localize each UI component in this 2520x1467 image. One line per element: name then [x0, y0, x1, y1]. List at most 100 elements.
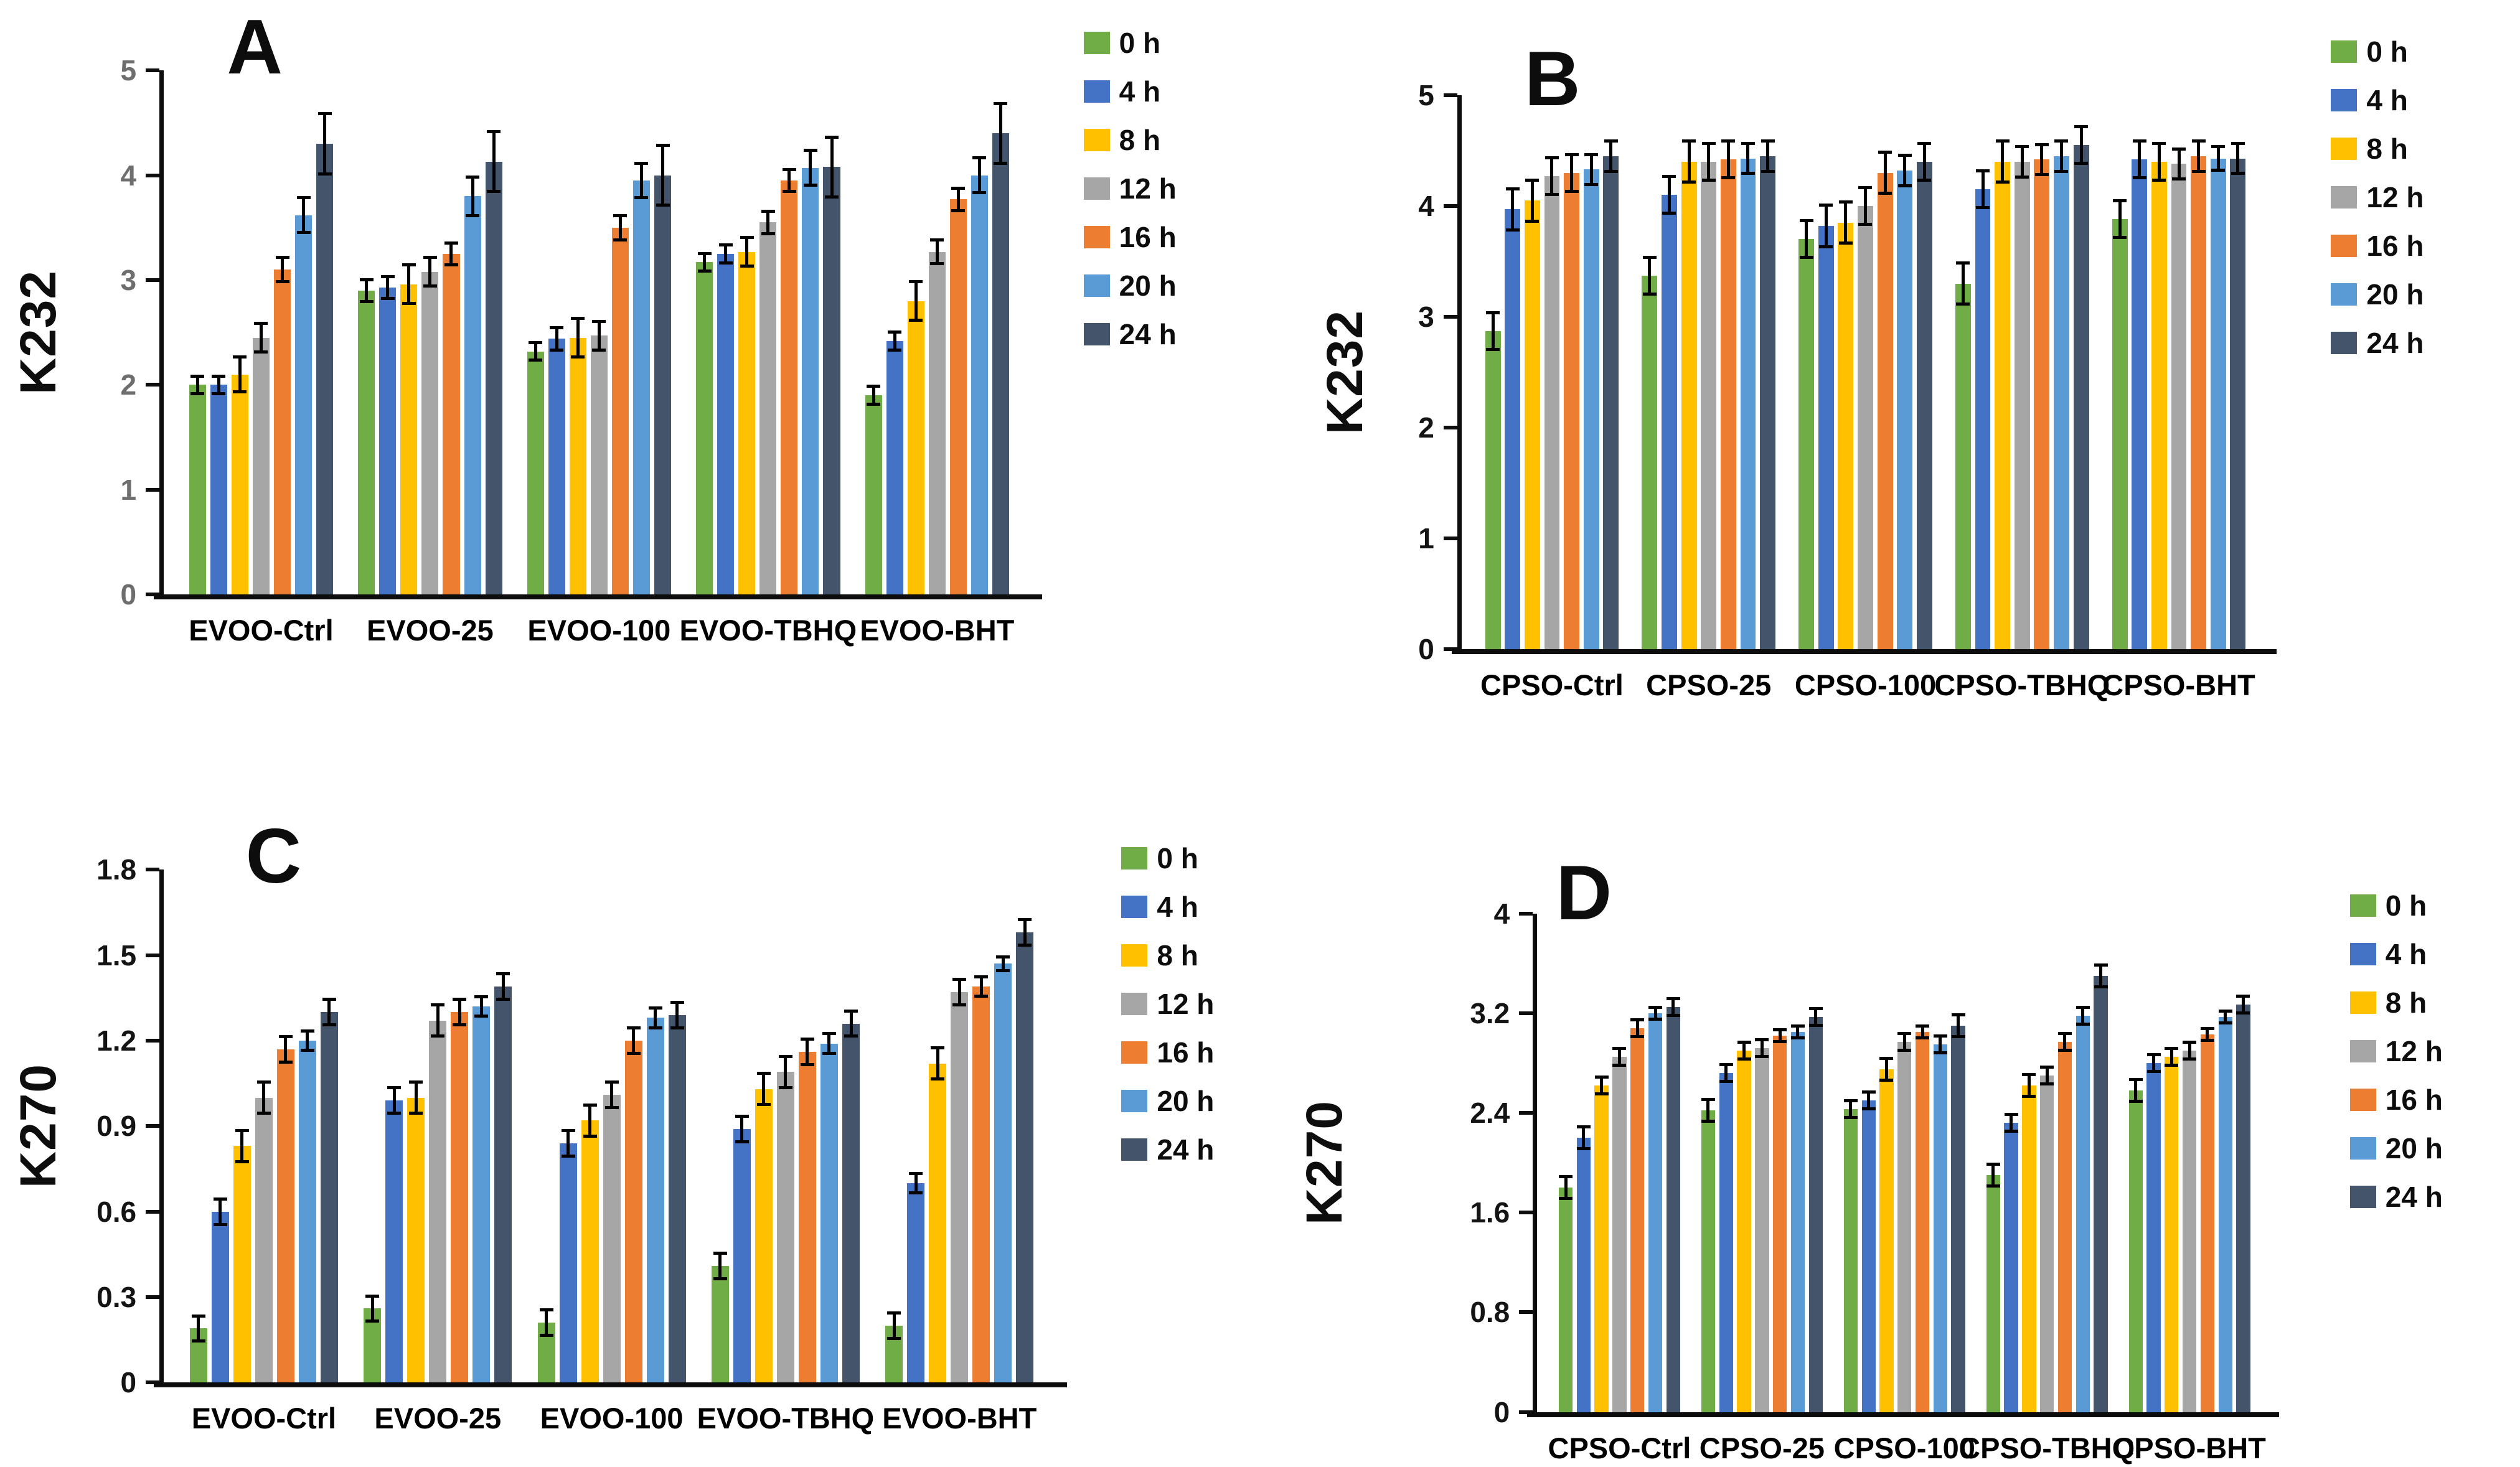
- legend-label: 16 h: [2385, 1084, 2443, 1117]
- error-bar: [697, 251, 712, 273]
- bar-group: EVOO-100: [526, 70, 672, 647]
- legend-swatch: [1083, 177, 1110, 200]
- error-bar: [278, 1034, 293, 1064]
- y-axis-tick: [1443, 536, 1457, 540]
- error-bar: [317, 112, 332, 176]
- plot-area: 0 0.3 0.6 0.9 1.2 1.5 1.8 EVOO-Ctrl EVOO-25 EVOO-…: [96, 855, 1068, 1435]
- error-bar: [444, 241, 458, 267]
- error-bar: [996, 955, 1010, 973]
- error-bar: [1951, 1013, 1965, 1039]
- bar: [1760, 156, 1775, 649]
- legend-label: 24 h: [1119, 317, 1177, 350]
- error-bar: [2054, 139, 2069, 173]
- bar: [971, 175, 988, 595]
- bar-slot: [1736, 914, 1752, 1412]
- x-axis-category-label: EVOO-BHT: [860, 614, 1015, 647]
- error-bar: [592, 320, 606, 352]
- bar-slot: [1700, 95, 1718, 649]
- y-axis-line: [159, 70, 164, 595]
- bar: [233, 1146, 251, 1383]
- bar: [1798, 239, 1815, 649]
- bar: [559, 1143, 577, 1383]
- legend-swatch: [2331, 137, 2358, 160]
- legend-item: 0 h: [2349, 891, 2443, 921]
- error-bar: [2074, 125, 2089, 166]
- error-bar: [2146, 1053, 2161, 1074]
- bar-slot: [632, 70, 651, 595]
- legend-label: 20 h: [1157, 1084, 1215, 1117]
- bar-slot: [1932, 914, 1948, 1412]
- error-bar: [670, 1000, 684, 1029]
- bar: [1701, 161, 1717, 649]
- bar: [1544, 176, 1560, 649]
- legend-swatch: [2349, 1089, 2376, 1112]
- bar-group: CPSO-BHT: [2102, 95, 2255, 701]
- legend-swatch: [2349, 894, 2376, 917]
- bar-group: CPSO-100: [1795, 95, 1936, 701]
- error-bar: [1544, 156, 1559, 196]
- bar-groups: CPSO-Ctrl CPSO-25 CPSO-100 CPSO-TBHQ CPSO-BH…: [1538, 914, 2270, 1465]
- error-bar: [740, 236, 754, 268]
- bar-slot: [1558, 914, 1574, 1412]
- error-bar: [300, 1029, 314, 1052]
- bar: [421, 271, 439, 595]
- bar: [972, 987, 990, 1383]
- y-axis-tick-label: 2.4: [1470, 1097, 1510, 1130]
- error-bar: [735, 1115, 749, 1143]
- bar-group: EVOO-BHT: [882, 869, 1037, 1435]
- x-axis-category-label: EVOO-Ctrl: [189, 614, 334, 647]
- legend-swatch: [1121, 1041, 1148, 1064]
- legend: 0 h 4 h 8 h 12 h 16 h 20 h 24 h: [1121, 843, 1214, 1165]
- bar: [2236, 1005, 2250, 1412]
- error-bar: [2040, 1066, 2054, 1086]
- bar: [2165, 1057, 2179, 1412]
- bar: [2057, 1042, 2072, 1412]
- y-axis-title: K232: [1317, 309, 1373, 434]
- bar: [590, 335, 608, 595]
- bar-group: EVOO-25: [363, 869, 513, 1435]
- error-bar: [256, 1080, 271, 1115]
- error-bar: [1858, 186, 1873, 227]
- bar-slot: [1808, 914, 1823, 1412]
- error-bar: [994, 101, 1008, 165]
- bar-group: CPSO-BHT: [2113, 914, 2266, 1465]
- bar: [907, 1183, 925, 1383]
- bar-slot: [667, 869, 687, 1383]
- y-axis-tick: [146, 868, 160, 872]
- y-axis-tick: [1443, 93, 1457, 98]
- bar: [548, 339, 565, 595]
- bar-slot: [2075, 914, 2090, 1412]
- bar-slot: [2039, 914, 2055, 1412]
- bar: [823, 167, 840, 595]
- bar: [2210, 158, 2226, 649]
- error-bar: [571, 316, 585, 359]
- legend-label: 4 h: [1157, 890, 1198, 923]
- error-bar: [800, 1038, 814, 1067]
- error-bar: [761, 210, 775, 235]
- legend-swatch: [1121, 1138, 1148, 1161]
- error-bar: [1505, 187, 1520, 232]
- y-axis-tick: [146, 1209, 160, 1214]
- bar: [358, 290, 375, 595]
- error-bar: [1701, 141, 1716, 182]
- error-bar: [191, 1314, 205, 1343]
- legend-item: 8 h: [2331, 134, 2424, 164]
- bar-slot: [2093, 914, 2109, 1412]
- error-bar: [604, 1080, 619, 1109]
- error-bar: [2211, 145, 2226, 172]
- panel-letter: D: [1556, 850, 1612, 936]
- legend-label: 0 h: [2366, 35, 2408, 68]
- bar: [2182, 1051, 2197, 1412]
- bar-group: EVOO-25: [357, 70, 503, 647]
- bar-slot: [273, 70, 291, 595]
- bar: [2218, 1017, 2232, 1412]
- error-bar: [1773, 1028, 1787, 1044]
- y-axis-tick-label: 1.5: [96, 939, 137, 972]
- error-bar: [634, 161, 649, 200]
- bar: [624, 1041, 642, 1383]
- bar-slot: [1861, 914, 1876, 1412]
- y-axis-tick-label: 0: [1418, 632, 1434, 665]
- bar: [1951, 1026, 1965, 1412]
- bar: [1016, 932, 1034, 1383]
- y-axis-tick-label: 1.8: [96, 853, 137, 886]
